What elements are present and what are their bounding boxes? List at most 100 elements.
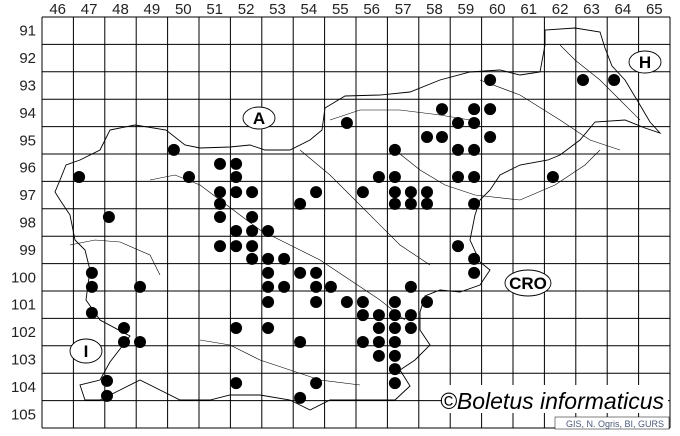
occurrence-dot xyxy=(262,296,275,308)
column-label: 57 xyxy=(395,1,412,18)
occurrence-dot xyxy=(134,280,146,293)
occurrence-dot xyxy=(167,143,180,156)
occurrence-dot xyxy=(294,391,307,404)
occurrence-dot xyxy=(452,171,464,183)
occurrence-dot xyxy=(230,240,243,253)
column-label: 65 xyxy=(646,1,663,18)
occurrence-dot xyxy=(421,197,433,210)
column-label: 46 xyxy=(49,1,66,18)
occurrence-dot xyxy=(356,296,369,308)
row-label: 101 xyxy=(11,297,36,314)
occurrence-dot xyxy=(388,186,401,199)
region-label-italy: I xyxy=(69,338,103,364)
column-label: 53 xyxy=(269,1,286,18)
occurrence-dot xyxy=(372,322,385,334)
occurrence-dot xyxy=(404,322,417,334)
occurrence-dot xyxy=(101,389,113,402)
column-label: 47 xyxy=(81,1,98,18)
occurrence-dot xyxy=(214,211,226,223)
copyright-text: ©Boletus informaticus xyxy=(440,388,665,414)
occurrence-dot xyxy=(230,377,243,390)
occurrence-dot xyxy=(294,336,307,348)
occurrence-dot xyxy=(372,349,385,362)
occurrence-dot xyxy=(404,280,417,293)
occurrence-dot xyxy=(246,211,259,223)
column-label: 62 xyxy=(552,1,569,18)
row-label: 104 xyxy=(11,379,36,396)
column-label: 60 xyxy=(489,1,506,18)
column-label: 49 xyxy=(144,1,161,18)
occurrence-dot xyxy=(278,280,291,293)
occurrence-dot xyxy=(230,157,243,170)
occurrence-dot xyxy=(404,309,417,322)
occurrence-dot xyxy=(85,280,98,293)
row-label: 102 xyxy=(11,324,36,341)
occurrence-dot xyxy=(388,349,401,362)
occurrence-dot xyxy=(356,336,369,348)
occurrence-dot xyxy=(214,197,226,210)
occurrence-dot xyxy=(388,322,401,334)
occurrence-dot xyxy=(214,186,226,199)
occurrence-dot xyxy=(436,131,448,143)
column-label: 58 xyxy=(426,1,443,18)
row-label: 105 xyxy=(11,406,36,423)
occurrence-dot xyxy=(214,240,226,253)
occurrence-dot xyxy=(468,143,481,156)
occurrence-dot xyxy=(468,117,481,129)
column-label: 56 xyxy=(363,1,380,18)
occurrence-dot xyxy=(85,266,98,279)
occurrence-dot xyxy=(452,143,464,156)
country-border xyxy=(54,27,662,411)
row-label: 98 xyxy=(19,215,36,232)
row-label: 97 xyxy=(19,187,36,204)
occurrence-dot xyxy=(262,280,275,293)
occurrence-dot xyxy=(230,171,243,183)
occurrence-dot xyxy=(372,309,385,322)
column-label: 51 xyxy=(206,1,223,18)
column-label: 64 xyxy=(615,1,632,18)
row-label: 96 xyxy=(19,160,36,177)
occurrence-dot xyxy=(278,252,291,265)
column-label: 59 xyxy=(458,1,475,18)
column-label: 54 xyxy=(301,1,318,18)
occurrence-dot xyxy=(183,171,195,183)
occurrence-dot xyxy=(421,131,433,143)
occurrence-dot xyxy=(404,197,417,210)
occurrence-dot xyxy=(230,225,243,237)
occurrence-dot xyxy=(372,171,385,183)
occurrence-dot xyxy=(436,103,448,116)
occurrence-dot xyxy=(134,336,146,348)
column-label: 63 xyxy=(583,1,600,18)
region-label-croatia-text: CRO xyxy=(509,274,547,293)
column-label: 55 xyxy=(332,1,349,18)
occurrence-dot xyxy=(310,266,323,279)
row-labels: 91 92 93 94 95 96 97 98 99 100 101 102 103 104 105 xyxy=(11,23,36,424)
occurrence-dot xyxy=(102,211,115,223)
occurrence-dot xyxy=(388,143,401,156)
row-label: 103 xyxy=(11,352,36,369)
row-label: 91 xyxy=(19,23,36,40)
occurrence-dot xyxy=(468,266,481,279)
occurrence-dot xyxy=(310,296,323,308)
region-label-croatia: CRO xyxy=(504,269,552,297)
river xyxy=(69,44,641,386)
occurrence-dot xyxy=(262,225,275,237)
occurrence-dot xyxy=(340,117,353,129)
occurrence-dot xyxy=(608,74,621,86)
occurrence-dot xyxy=(388,363,401,376)
occurrence-dot xyxy=(294,197,307,210)
occurrence-dot xyxy=(388,197,401,210)
credit-text: GIS, N. Ogris, BI, GURS xyxy=(566,419,664,429)
occurrence-dot xyxy=(230,186,243,199)
region-label-hungary: H xyxy=(628,50,662,74)
occurrence-dot xyxy=(262,322,275,334)
occurrence-dot xyxy=(388,336,401,348)
occurrence-dot xyxy=(468,171,481,183)
occurrence-dot xyxy=(421,296,433,308)
occurrence-dot xyxy=(484,103,497,116)
occurrence-dot xyxy=(310,186,323,199)
occurrence-dot xyxy=(452,117,464,129)
occurrence-dot xyxy=(85,306,98,319)
row-label: 93 xyxy=(19,78,36,95)
